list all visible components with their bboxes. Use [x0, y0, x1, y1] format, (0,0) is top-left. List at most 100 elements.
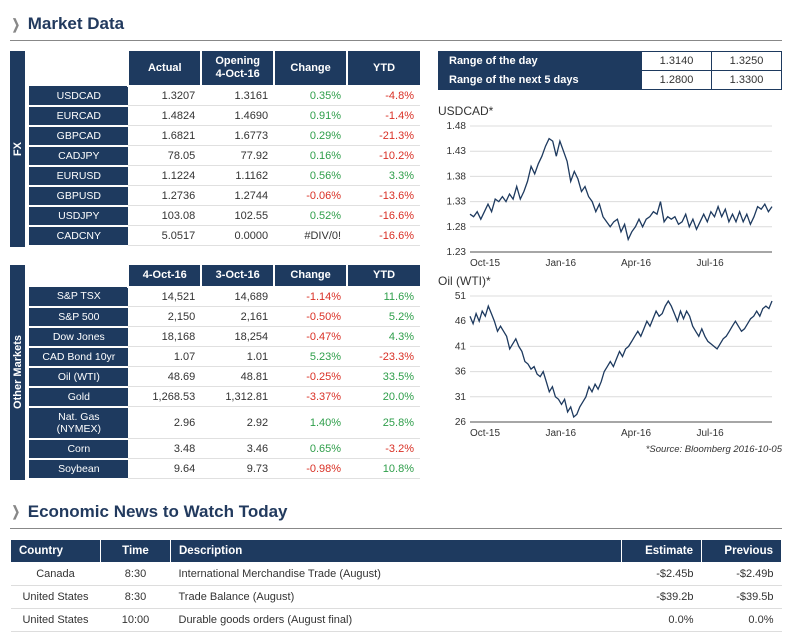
- section-title-econ-news: ❯ Economic News to Watch Today: [10, 502, 782, 522]
- cell-actual: 103.08: [128, 206, 201, 226]
- cell-c1: 18,168: [128, 327, 201, 347]
- table-row: Oil (WTI)48.6948.81-0.25%33.5%: [28, 367, 420, 387]
- svg-text:Apr-16: Apr-16: [621, 428, 651, 439]
- table-row: S&P 5002,1502,161-0.50%5.2%: [28, 307, 420, 327]
- cell-change: 0.16%: [274, 146, 347, 166]
- cell-opening: 1.6773: [201, 126, 274, 146]
- cell-change: 0.91%: [274, 106, 347, 126]
- cell-time: 10:00: [101, 608, 171, 631]
- cell-c1: 1,268.53: [128, 387, 201, 407]
- svg-text:36: 36: [455, 367, 467, 378]
- cell-ytd: -23.3%: [347, 347, 420, 367]
- cell-opening: 1.3161: [201, 86, 274, 106]
- cell-actual: 78.05: [128, 146, 201, 166]
- svg-text:Jan-16: Jan-16: [546, 258, 577, 269]
- svg-text:31: 31: [455, 392, 467, 403]
- cell-change: 0.65%: [274, 439, 347, 459]
- cell-estimate: -$2.45b: [622, 562, 702, 585]
- col-header: Estimate: [622, 539, 702, 562]
- col-header: Previous: [702, 539, 782, 562]
- cell-ytd: 33.5%: [347, 367, 420, 387]
- cell-actual: 1.6821: [128, 126, 201, 146]
- row-label: S&P 500: [28, 307, 128, 327]
- cell-change: -0.47%: [274, 327, 347, 347]
- svg-text:Jul-16: Jul-16: [697, 428, 725, 439]
- table-row: United States10:00Durable goods orders (…: [11, 608, 782, 631]
- cell-actual: 1.1224: [128, 166, 201, 186]
- col-header: Country: [11, 539, 101, 562]
- section-title-market-data: ❯ Market Data: [10, 14, 782, 34]
- row-label: CAD Bond 10yr: [28, 347, 128, 367]
- divider: [10, 528, 782, 529]
- chart1-title: USDCAD*: [438, 104, 782, 118]
- svg-text:Jul-16: Jul-16: [697, 258, 725, 269]
- cell-c2: 1,312.81: [201, 387, 274, 407]
- cell-ytd: -4.8%: [347, 86, 420, 106]
- cell-c2: 14,689: [201, 287, 274, 307]
- cell-ytd: 25.8%: [347, 407, 420, 439]
- cell-ytd: -1.4%: [347, 106, 420, 126]
- cell-ytd: 5.2%: [347, 307, 420, 327]
- svg-text:1.33: 1.33: [447, 197, 467, 208]
- table-row: GBPCAD1.68211.67730.29%-21.3%: [28, 126, 420, 146]
- cell-time: 8:30: [101, 562, 171, 585]
- cell-opening: 77.92: [201, 146, 274, 166]
- table-row: CAD Bond 10yr1.071.015.23%-23.3%: [28, 347, 420, 367]
- cell-change: 1.40%: [274, 407, 347, 439]
- table-row: Gold1,268.531,312.81-3.37%20.0%: [28, 387, 420, 407]
- col-header: Change: [274, 51, 347, 86]
- cell-change: 0.35%: [274, 86, 347, 106]
- chart1: 1.231.281.331.381.431.48Oct-15Jan-16Apr-…: [438, 120, 782, 270]
- cell-opening: 1.4690: [201, 106, 274, 126]
- cell-change: -0.50%: [274, 307, 347, 327]
- cell-c2: 2.92: [201, 407, 274, 439]
- cell-time: 8:30: [101, 585, 171, 608]
- cell-change: 0.56%: [274, 166, 347, 186]
- svg-text:41: 41: [455, 341, 467, 352]
- range-high: 1.3300: [712, 71, 782, 90]
- cell-opening: 0.0000: [201, 226, 274, 246]
- col-header: 3-Oct-16: [201, 265, 274, 287]
- cell-ytd: 10.8%: [347, 459, 420, 479]
- row-label: USDJPY: [28, 206, 128, 226]
- svg-text:1.48: 1.48: [447, 121, 467, 132]
- row-label: EURCAD: [28, 106, 128, 126]
- svg-text:Jan-16: Jan-16: [546, 428, 577, 439]
- svg-text:51: 51: [455, 291, 467, 302]
- cell-c2: 9.73: [201, 459, 274, 479]
- range-low: 1.2800: [642, 71, 712, 90]
- svg-text:1.23: 1.23: [447, 247, 467, 258]
- cell-previous: -$39.5b: [702, 585, 782, 608]
- cell-change: 5.23%: [274, 347, 347, 367]
- table-row: Corn3.483.460.65%-3.2%: [28, 439, 420, 459]
- cell-c2: 48.81: [201, 367, 274, 387]
- table-row: USDCAD1.32071.31610.35%-4.8%: [28, 86, 420, 106]
- cell-c2: 1.01: [201, 347, 274, 367]
- row-label: CADCNY: [28, 226, 128, 246]
- cell-c2: 3.46: [201, 439, 274, 459]
- cell-c1: 2.96: [128, 407, 201, 439]
- table-row: EURUSD1.12241.11620.56%3.3%: [28, 166, 420, 186]
- other-vertical-label: Other Markets: [10, 265, 27, 480]
- col-header: Time: [101, 539, 171, 562]
- svg-text:26: 26: [455, 417, 467, 428]
- cell-change: 0.29%: [274, 126, 347, 146]
- cell-opening: 102.55: [201, 206, 274, 226]
- cell-previous: -$2.49b: [702, 562, 782, 585]
- col-header: YTD: [347, 51, 420, 86]
- range-low: 1.3140: [642, 52, 712, 71]
- col-header: YTD: [347, 265, 420, 287]
- svg-text:Oct-15: Oct-15: [470, 258, 500, 269]
- cell-ytd: 11.6%: [347, 287, 420, 307]
- chart2: 263136414651Oct-15Jan-16Apr-16Jul-16: [438, 290, 782, 440]
- svg-text:Apr-16: Apr-16: [621, 258, 651, 269]
- col-header: Actual: [128, 51, 201, 86]
- cell-previous: 0.0%: [702, 608, 782, 631]
- cell-c1: 9.64: [128, 459, 201, 479]
- row-label: GBPUSD: [28, 186, 128, 206]
- cell-opening: 1.2744: [201, 186, 274, 206]
- cell-ytd: -21.3%: [347, 126, 420, 146]
- row-label: EURUSD: [28, 166, 128, 186]
- table-row: Dow Jones18,16818,254-0.47%4.3%: [28, 327, 420, 347]
- svg-text:46: 46: [455, 316, 467, 327]
